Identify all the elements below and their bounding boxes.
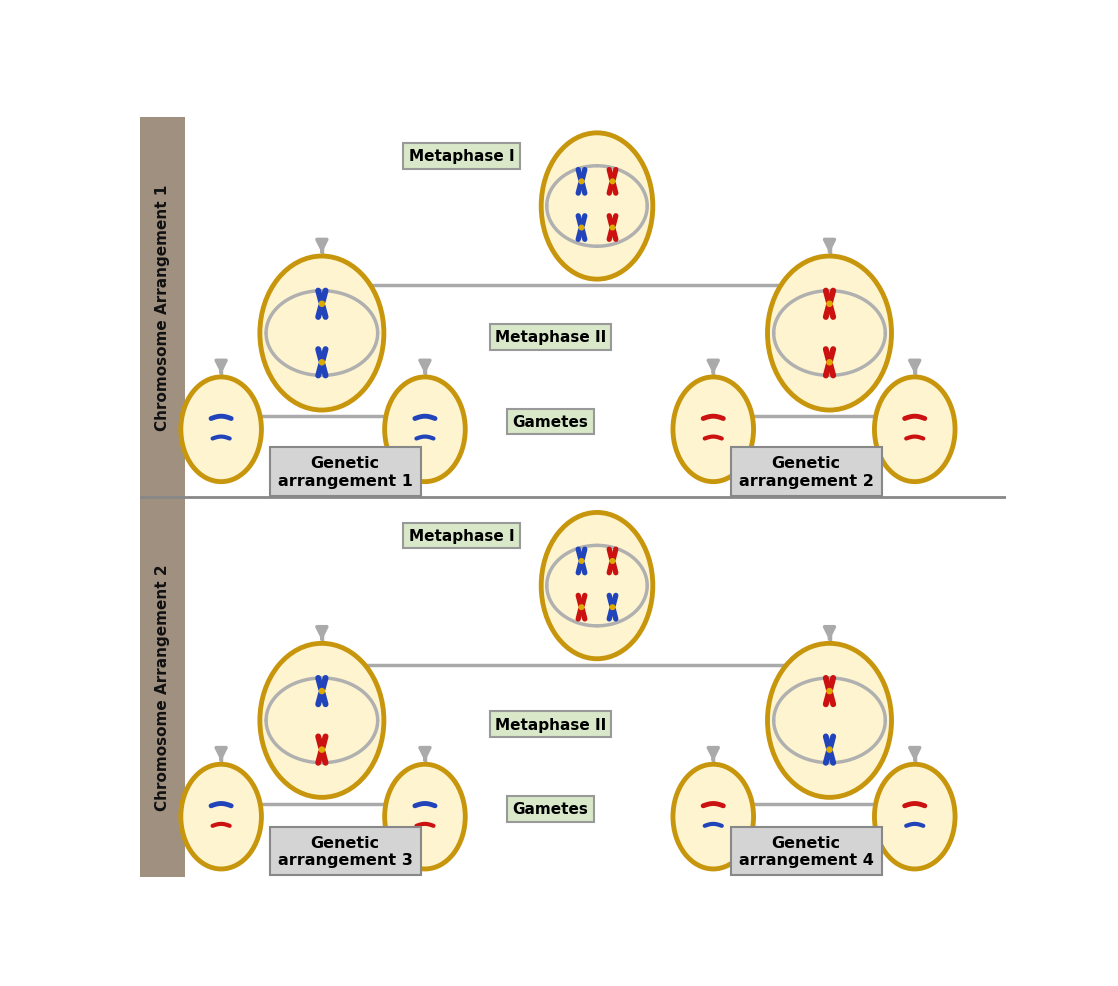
Ellipse shape xyxy=(385,378,465,482)
Ellipse shape xyxy=(767,644,891,798)
Ellipse shape xyxy=(385,764,465,869)
Ellipse shape xyxy=(673,764,754,869)
Ellipse shape xyxy=(181,378,262,482)
Text: Metaphase I: Metaphase I xyxy=(408,149,514,165)
Circle shape xyxy=(320,689,324,694)
Text: Metaphase II: Metaphase II xyxy=(495,330,606,345)
Ellipse shape xyxy=(259,256,383,410)
Bar xyxy=(140,118,184,498)
Circle shape xyxy=(827,747,832,752)
Circle shape xyxy=(827,689,832,694)
Ellipse shape xyxy=(673,378,754,482)
Text: Genetic
arrangement 3: Genetic arrangement 3 xyxy=(277,835,413,868)
Circle shape xyxy=(579,559,584,564)
Text: Gametes: Gametes xyxy=(512,802,588,816)
Circle shape xyxy=(320,747,324,752)
Circle shape xyxy=(610,226,615,231)
Ellipse shape xyxy=(259,644,383,798)
Circle shape xyxy=(827,360,832,366)
Text: Chromosome Arrangement 2: Chromosome Arrangement 2 xyxy=(154,564,170,810)
Ellipse shape xyxy=(874,764,955,869)
Ellipse shape xyxy=(541,134,653,280)
Text: Genetic
arrangement 1: Genetic arrangement 1 xyxy=(277,456,413,488)
Circle shape xyxy=(579,179,584,184)
Ellipse shape xyxy=(767,256,891,410)
Circle shape xyxy=(827,302,832,307)
Text: Chromosome Arrangement 1: Chromosome Arrangement 1 xyxy=(154,184,170,431)
Text: Metaphase I: Metaphase I xyxy=(408,528,514,543)
Ellipse shape xyxy=(181,764,262,869)
Text: Genetic
arrangement 4: Genetic arrangement 4 xyxy=(739,835,873,868)
Text: Gametes: Gametes xyxy=(512,415,588,430)
Circle shape xyxy=(579,605,584,609)
Ellipse shape xyxy=(541,513,653,659)
Circle shape xyxy=(579,226,584,231)
Text: Genetic
arrangement 2: Genetic arrangement 2 xyxy=(739,456,873,488)
Bar xyxy=(140,498,184,877)
Circle shape xyxy=(320,302,324,307)
Circle shape xyxy=(610,179,615,184)
Ellipse shape xyxy=(874,378,955,482)
Circle shape xyxy=(610,559,615,564)
Circle shape xyxy=(610,605,615,609)
Circle shape xyxy=(320,360,324,366)
Text: Metaphase II: Metaphase II xyxy=(495,717,606,732)
